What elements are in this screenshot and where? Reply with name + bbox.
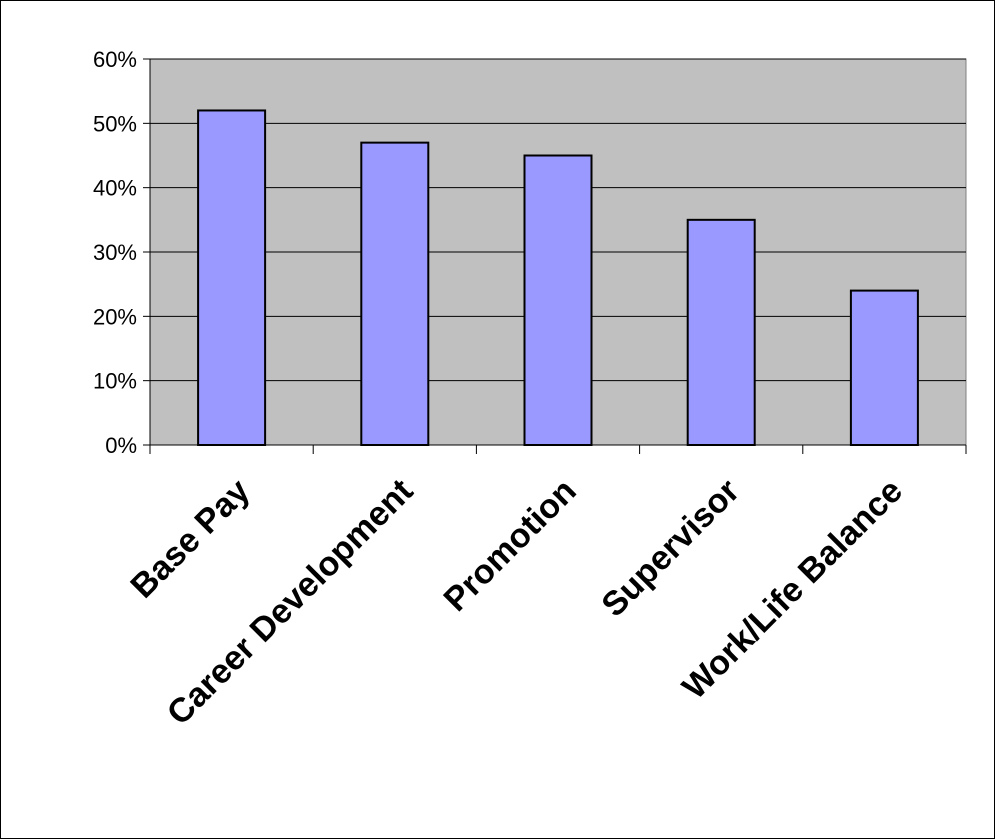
y-tick-label: 50%: [93, 111, 137, 136]
gridlines: [150, 58, 966, 382]
y-tick-label: 20%: [93, 304, 137, 329]
bars: [197, 109, 919, 446]
bar: [360, 141, 430, 446]
y-ticks: 0% 10% 20% 30% 40% 50% 60%: [93, 47, 150, 458]
category-label: Supervisor: [594, 472, 746, 624]
y-tick-label: 60%: [93, 47, 137, 72]
bar: [197, 109, 267, 446]
y-tick-label: 30%: [93, 240, 137, 265]
bar: [849, 289, 919, 446]
y-tick-label: 10%: [93, 369, 137, 394]
y-tick-label: 0%: [105, 433, 137, 458]
bar: [686, 218, 756, 446]
category-label: Base Pay: [123, 472, 257, 606]
y-tick-label: 40%: [93, 176, 137, 201]
bar: [523, 154, 593, 446]
category-label: Promotion: [437, 472, 584, 619]
x-ticks: [149, 445, 967, 454]
